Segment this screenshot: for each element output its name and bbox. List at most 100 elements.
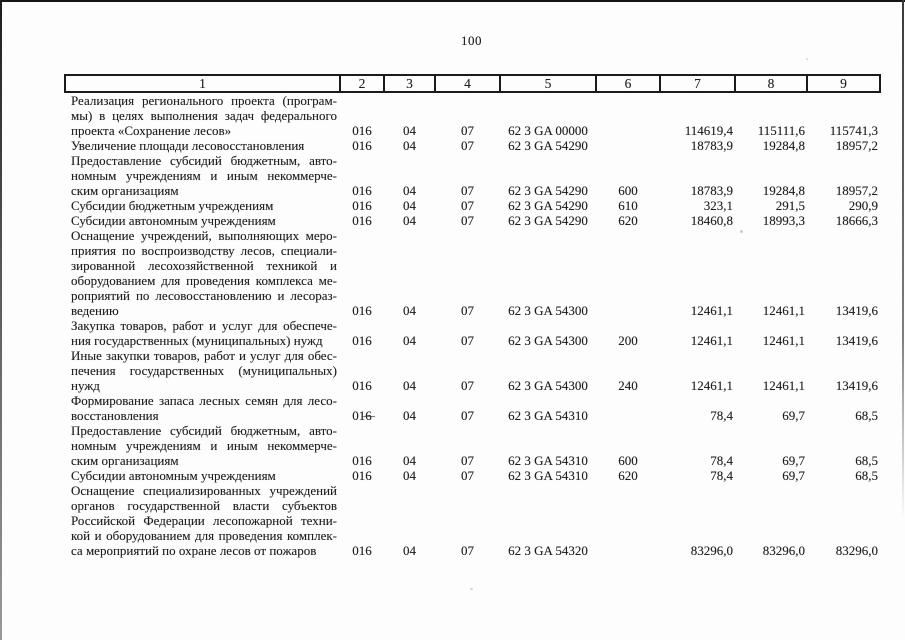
row-value-cell: 600 xyxy=(618,183,638,198)
scan-edge-right xyxy=(902,0,904,520)
row-value-cell: 04 xyxy=(403,378,416,393)
row-value-cell: 13419,6 xyxy=(835,333,878,348)
row-name-line: проекта «Сохранение лесов» xyxy=(71,123,232,138)
row-value-cell: 04 xyxy=(403,453,416,468)
row-value-cell: 07 xyxy=(461,198,474,213)
row-name-line: мы) в целях выполнения задач федеральног… xyxy=(71,108,337,123)
row-name-cell: Субсидии автономным учреждениям xyxy=(65,468,340,483)
scan-edge-top xyxy=(0,0,905,2)
row-value-cell: 12461,1 xyxy=(762,333,805,348)
row-value-cell: 620 xyxy=(618,468,638,483)
row-value-cell: 07 xyxy=(461,303,474,318)
row-value-cell: 83296,0 xyxy=(690,543,733,558)
row-name-line: приятия по воспроизводству лесов, специа… xyxy=(71,243,337,258)
row-value-cell: 04 xyxy=(403,408,416,423)
row-name-line: Субсидии бюджетным учреждениям xyxy=(71,198,274,213)
row-value-cell: 04 xyxy=(403,123,416,138)
row-value-cell: 016 xyxy=(352,453,372,468)
row-name-line: Оснащение учреждений, выполняющих меро- xyxy=(71,228,337,243)
scan-speck xyxy=(806,58,808,60)
column-header: 2 xyxy=(339,74,385,93)
row-value-cell: 18957,2 xyxy=(835,138,878,153)
row-value-cell: 04 xyxy=(403,333,416,348)
scan-speck xyxy=(470,588,473,590)
row-value-cell: 07 xyxy=(461,468,474,483)
row-name-line: Российской Федерации лесопожарной техни- xyxy=(71,513,337,528)
table-row: Субсидии автономным учреждениям 016 04 07 62… xyxy=(65,213,880,228)
row-value-cell: 62 3 GA 54300 xyxy=(508,378,588,393)
table-row: Иные закупки товаров, работ и услуг для … xyxy=(65,348,880,393)
row-value-cell xyxy=(596,92,660,138)
row-name-line: Оснащение специализированных учреждений xyxy=(71,483,337,498)
row-name-line: кой и оборудованием для проведения компл… xyxy=(71,528,337,543)
row-value-cell: 83296,0 xyxy=(762,543,805,558)
row-value-cell: 323,1 xyxy=(703,198,733,213)
row-value-cell: 62 3 GA 54320 xyxy=(508,543,588,558)
column-header: 9 xyxy=(806,74,881,93)
row-name-line: Формирование запаса лесных семян для лес… xyxy=(71,393,337,408)
row-value-cell: 07 xyxy=(461,378,474,393)
row-name-line: ведению xyxy=(71,303,119,318)
row-value-cell: 04 xyxy=(403,543,416,558)
row-value-cell: 13419,6 xyxy=(835,303,878,318)
page-number: 100 xyxy=(461,33,482,48)
table-row: Субсидии бюджетным учреждениям 016 04 07 62 … xyxy=(65,198,880,213)
row-name-cell: Оснащение учреждений, выполняющих меро-п… xyxy=(65,228,340,318)
row-name-line: Субсидии автономным учреждениям xyxy=(71,468,276,483)
row-value-cell: 62 3 GA 54290 xyxy=(508,213,588,228)
row-value-cell: 18460,8 xyxy=(690,213,733,228)
row-value-cell: 07 xyxy=(461,138,474,153)
row-name-line: печения государственных (муниципальных) xyxy=(71,363,337,378)
row-value-cell: 016 xyxy=(352,408,372,423)
row-value-cell: 62 3 GA 54290 xyxy=(508,198,588,213)
row-value-cell: 04 xyxy=(403,303,416,318)
row-name-line: номным учреждениям и иным некоммерче- xyxy=(71,438,337,453)
row-name-cell: Оснащение специализированных учреждений о… xyxy=(65,483,340,558)
row-name-cell: Закупка товаров, работ и услуг для обесп… xyxy=(65,318,340,348)
table-row: Оснащение специализированных учреждений о… xyxy=(65,483,880,558)
row-name-line: Закупка товаров, работ и услуг для обесп… xyxy=(71,318,337,333)
row-value-cell xyxy=(596,483,660,558)
row-name-line: ским организациям xyxy=(71,453,179,468)
row-value-cell: 115111,6 xyxy=(757,123,805,138)
row-value-cell: 07 xyxy=(461,123,474,138)
row-name-line: нужд xyxy=(71,378,100,393)
row-value-cell: 115741,3 xyxy=(829,123,878,138)
scan-speck xyxy=(740,230,743,233)
row-value-cell: 016 xyxy=(352,468,372,483)
row-value-cell xyxy=(596,228,660,318)
row-value-cell: 016 xyxy=(352,333,372,348)
row-name-line: оборудованием для проведения комплекса м… xyxy=(71,273,337,288)
row-name-cell: Предоставление субсидий бюджетным, авто-… xyxy=(65,153,340,198)
row-value-cell: 83296,0 xyxy=(835,543,878,558)
row-value-cell: 68,5 xyxy=(855,408,878,423)
row-value-cell: 016 xyxy=(352,213,372,228)
row-name-cell: Предоставление субсидий бюджетным, авто-… xyxy=(65,423,340,468)
column-header: 1 xyxy=(64,74,341,93)
row-value-cell: 016 xyxy=(352,198,372,213)
column-header: 4 xyxy=(434,74,501,93)
row-value-cell: 016 xyxy=(352,138,372,153)
row-name-line: Увеличение площади лесовосстановления xyxy=(71,138,305,153)
row-value-cell: 62 3 GA 54300 xyxy=(508,333,588,348)
row-value-cell: 62 3 GA 54310 xyxy=(508,468,588,483)
row-value-cell: 78,4 xyxy=(710,453,733,468)
row-value-cell: 62 3 GA 54300 xyxy=(508,303,588,318)
row-value-cell: 290,9 xyxy=(848,198,878,213)
row-value-cell: 07 xyxy=(461,543,474,558)
table-row: Увеличение площади лесовосстановления 016… xyxy=(65,138,880,153)
row-value-cell: 016 xyxy=(352,183,372,198)
table-row: Формирование запаса лесных семян для лес… xyxy=(65,393,880,423)
row-value-cell: 68,5 xyxy=(855,468,878,483)
row-value-cell: 07 xyxy=(461,408,474,423)
row-value-cell: 18957,2 xyxy=(835,183,878,198)
row-name-line: номным учреждениям и иным некоммерче- xyxy=(71,168,337,183)
row-name-cell: Субсидии автономным учреждениям xyxy=(65,213,340,228)
row-name-line: зированной лесохозяйственной техникой и xyxy=(71,258,337,273)
row-value-cell: 78,4 xyxy=(710,468,733,483)
column-header: 8 xyxy=(734,74,808,93)
row-value-cell: 68,5 xyxy=(855,453,878,468)
row-name-line: Субсидии автономным учреждениям xyxy=(71,213,276,228)
